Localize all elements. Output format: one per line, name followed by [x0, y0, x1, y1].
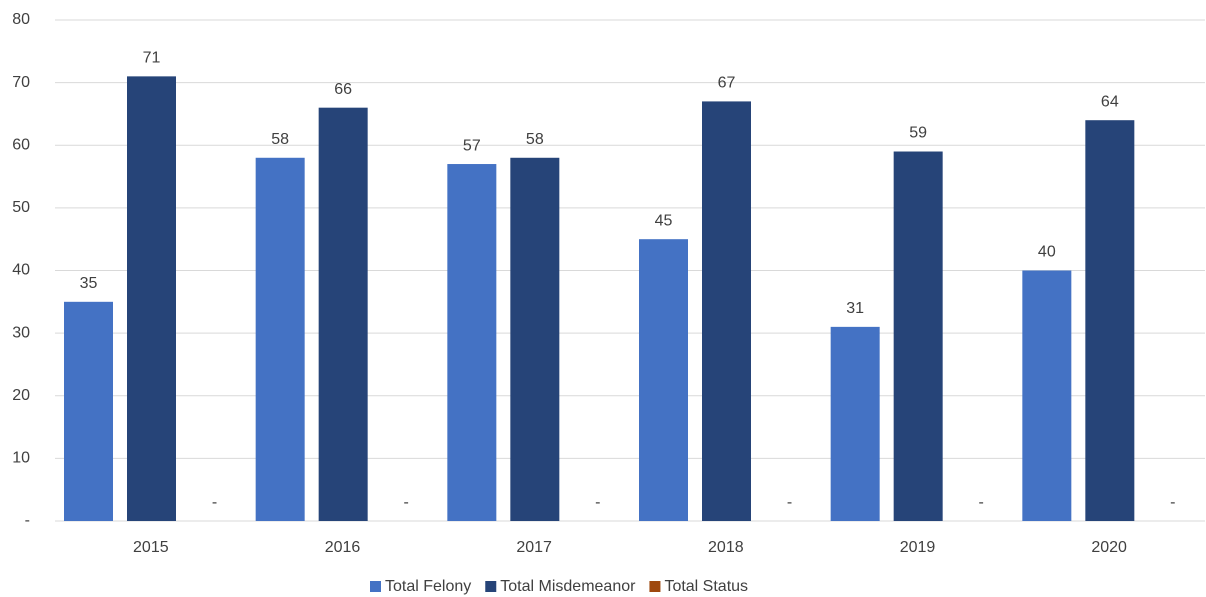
- legend-swatch: [649, 581, 661, 592]
- data-label: 67: [718, 75, 736, 92]
- y-tick-label: 60: [12, 136, 30, 153]
- data-label: 57: [463, 137, 481, 154]
- bar: [702, 101, 751, 521]
- legend-label: Total Status: [664, 578, 748, 595]
- y-tick-label: 10: [12, 450, 30, 467]
- data-label: 31: [846, 300, 864, 317]
- data-label: -: [1170, 494, 1175, 511]
- bar: [893, 151, 943, 521]
- legend-label: Total Misdemeanor: [500, 578, 636, 595]
- x-tick-label: 2016: [325, 539, 361, 556]
- x-tick-label: 2017: [516, 539, 552, 556]
- y-tick-label: 50: [12, 199, 30, 216]
- data-label: 40: [1038, 244, 1056, 261]
- y-tick-label: 30: [12, 324, 30, 341]
- bar: [510, 157, 560, 521]
- legend-swatch: [485, 581, 497, 592]
- x-tick-label: 2019: [900, 539, 936, 556]
- data-label: 35: [80, 275, 98, 292]
- bar: [830, 326, 880, 521]
- data-label: 71: [143, 50, 161, 67]
- bar: [447, 164, 497, 521]
- x-tick-label: 2020: [1091, 539, 1127, 556]
- data-label: 66: [334, 81, 352, 98]
- data-label: -: [595, 494, 600, 511]
- y-tick-label: 80: [12, 11, 30, 28]
- data-label: 45: [655, 212, 673, 229]
- y-tick-label: 40: [12, 262, 30, 279]
- y-tick-label: 20: [12, 387, 30, 404]
- x-tick-label: 2015: [133, 539, 169, 556]
- bar: [1022, 270, 1072, 521]
- bar: [64, 301, 113, 521]
- bar: [318, 107, 368, 522]
- legend-label: Total Felony: [385, 578, 471, 595]
- y-tick-label: 70: [12, 74, 30, 91]
- data-label: 59: [909, 125, 927, 142]
- data-label: 64: [1101, 93, 1119, 110]
- data-label: 58: [271, 131, 289, 148]
- bar: [255, 157, 305, 521]
- data-label: -: [979, 494, 984, 511]
- bar: [1085, 120, 1135, 521]
- data-label: -: [212, 494, 217, 511]
- data-label: 58: [526, 131, 544, 148]
- bar: [639, 239, 688, 521]
- data-label: -: [787, 494, 792, 511]
- legend-swatch: [370, 581, 381, 592]
- x-tick-label: 2018: [708, 539, 744, 556]
- data-label: -: [404, 494, 409, 511]
- y-tick-label: -: [25, 512, 30, 529]
- bar: [127, 76, 176, 522]
